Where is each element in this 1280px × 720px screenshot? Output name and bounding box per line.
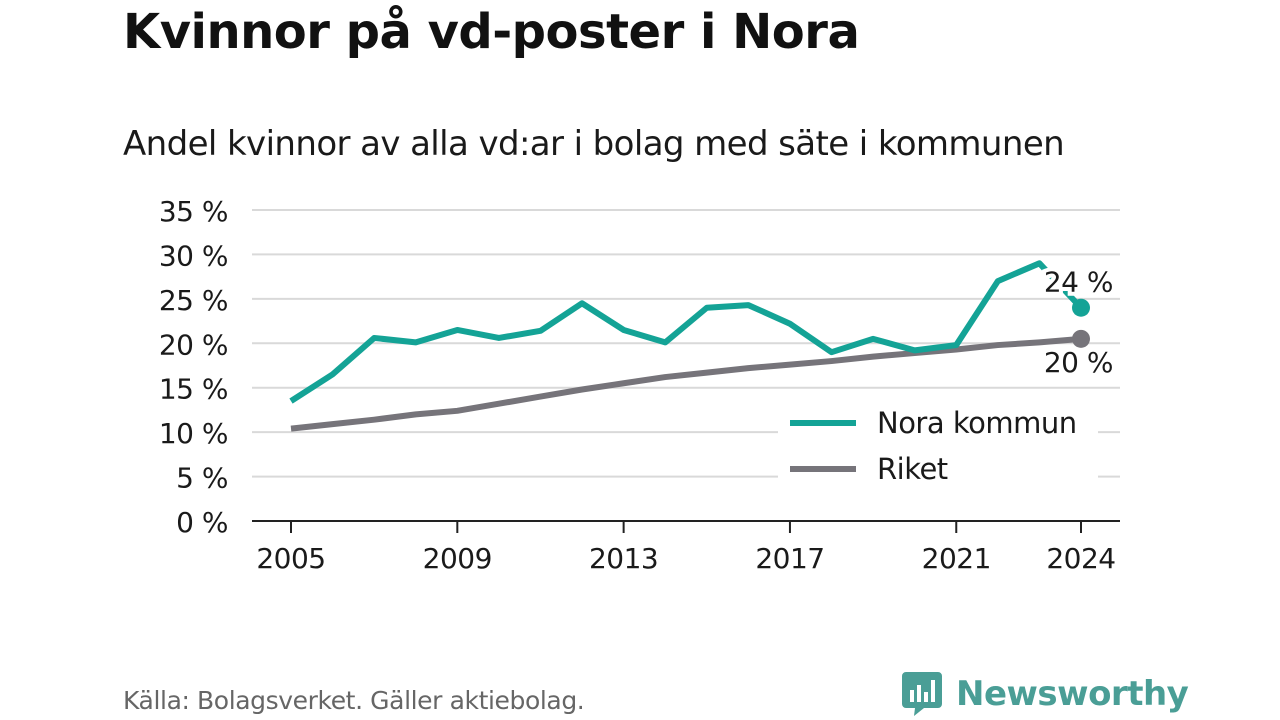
legend: Nora kommun Riket	[778, 398, 1098, 498]
end-label-nora: 24 %	[1044, 266, 1113, 299]
y-tick-label: 20 %	[159, 328, 228, 361]
y-tick-label: 25 %	[159, 284, 228, 317]
brand-logo[interactable]: Newsworthy	[902, 670, 1189, 718]
y-tick-label: 35 %	[159, 195, 228, 228]
y-tick-label: 15 %	[159, 373, 228, 406]
legend-background	[778, 398, 1098, 498]
series-lines	[289, 260, 1090, 432]
series-end-point	[1072, 329, 1090, 348]
end-label-riket: 20 %	[1044, 346, 1113, 379]
y-tick-label: 5 %	[176, 462, 228, 495]
series-line-riket	[290, 335, 1082, 432]
gridlines	[252, 209, 1120, 478]
x-tick-label: 2017	[755, 542, 824, 575]
x-axis: 2005 2009 2013 2017 2021 2024	[252, 520, 1120, 575]
x-tick-label: 2009	[423, 542, 492, 575]
x-tick-label: 2013	[589, 542, 658, 575]
series-end-point	[1072, 298, 1090, 317]
bar-chart-logo-icon	[902, 672, 942, 716]
source-note: Källa: Bolagsverket. Gäller aktiebolag.	[123, 686, 585, 715]
line-chart: 0 %5 %10 %15 %20 %25 %30 %35 % 2005 2009 2…	[159, 195, 1120, 575]
y-tick-label: 10 %	[159, 417, 228, 450]
x-tick-label: 2024	[1046, 542, 1115, 575]
x-tick-label: 2005	[256, 542, 325, 575]
y-axis-ticks: 0 % 5 % 10 % 15 % 20 % 25 % 30 % 35 %	[159, 195, 229, 539]
chart-subtitle: Andel kvinnor av alla vd:ar i bolag med …	[123, 124, 1065, 164]
legend-label: Nora kommun	[877, 406, 1077, 440]
y-tick-label: 30 %	[159, 239, 228, 272]
brand-name: Newsworthy	[956, 674, 1189, 714]
chart-title: Kvinnor på vd-poster i Nora	[123, 4, 860, 60]
x-tick-label: 2021	[922, 542, 991, 575]
end-labels: 24 % 20 %	[1040, 262, 1118, 383]
series-line-nora-kommun	[289, 260, 1084, 404]
legend-label: Riket	[877, 452, 948, 486]
y-tick-label: 0 %	[176, 506, 228, 539]
